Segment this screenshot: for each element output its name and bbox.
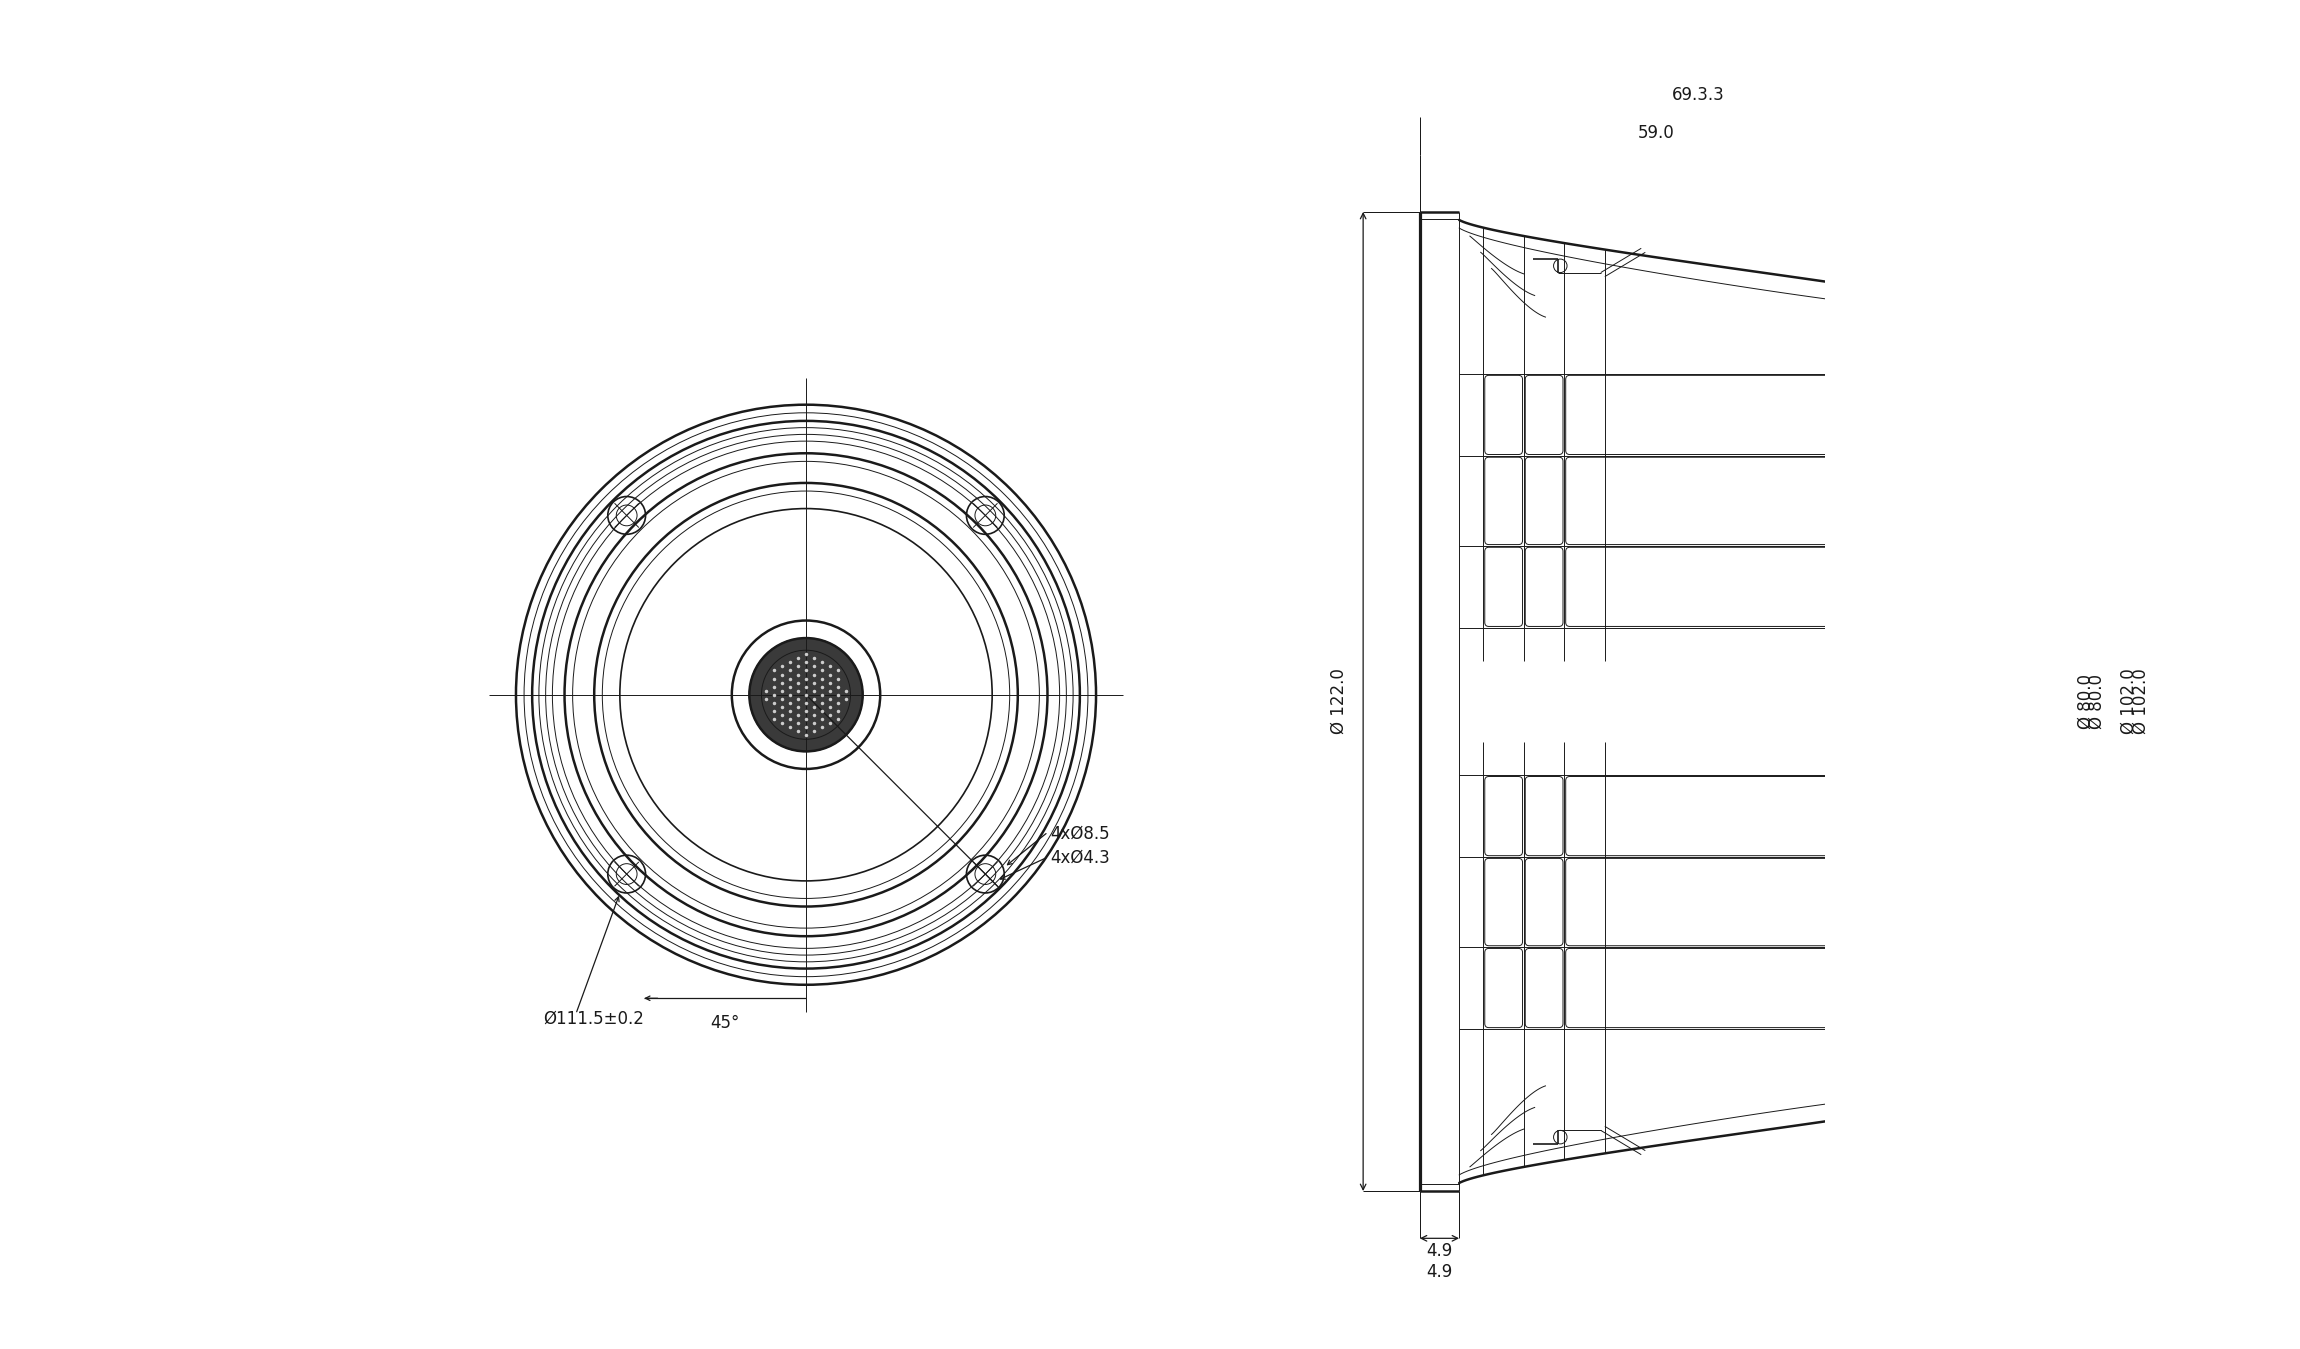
Text: Ø 80.0: Ø 80.0 [2088,674,2107,728]
Circle shape [750,638,862,751]
Text: 4.9: 4.9 [1426,1263,1454,1280]
Text: Ø 102.0: Ø 102.0 [2132,669,2148,734]
Text: Ø 122.0: Ø 122.0 [1329,669,1348,734]
Text: Ø111.5±0.2: Ø111.5±0.2 [543,1009,644,1028]
Text: 59.0: 59.0 [1638,124,1674,142]
Text: 4xØ8.5: 4xØ8.5 [1051,824,1109,843]
Text: 45°: 45° [711,1014,741,1032]
Text: Ø 80.0: Ø 80.0 [2077,674,2095,728]
Text: Ø 102.0: Ø 102.0 [2121,669,2137,734]
Text: 69.3.3: 69.3.3 [1672,86,1725,104]
Text: 4.9: 4.9 [1426,1242,1454,1260]
Text: 4xØ4.3: 4xØ4.3 [1051,849,1111,867]
